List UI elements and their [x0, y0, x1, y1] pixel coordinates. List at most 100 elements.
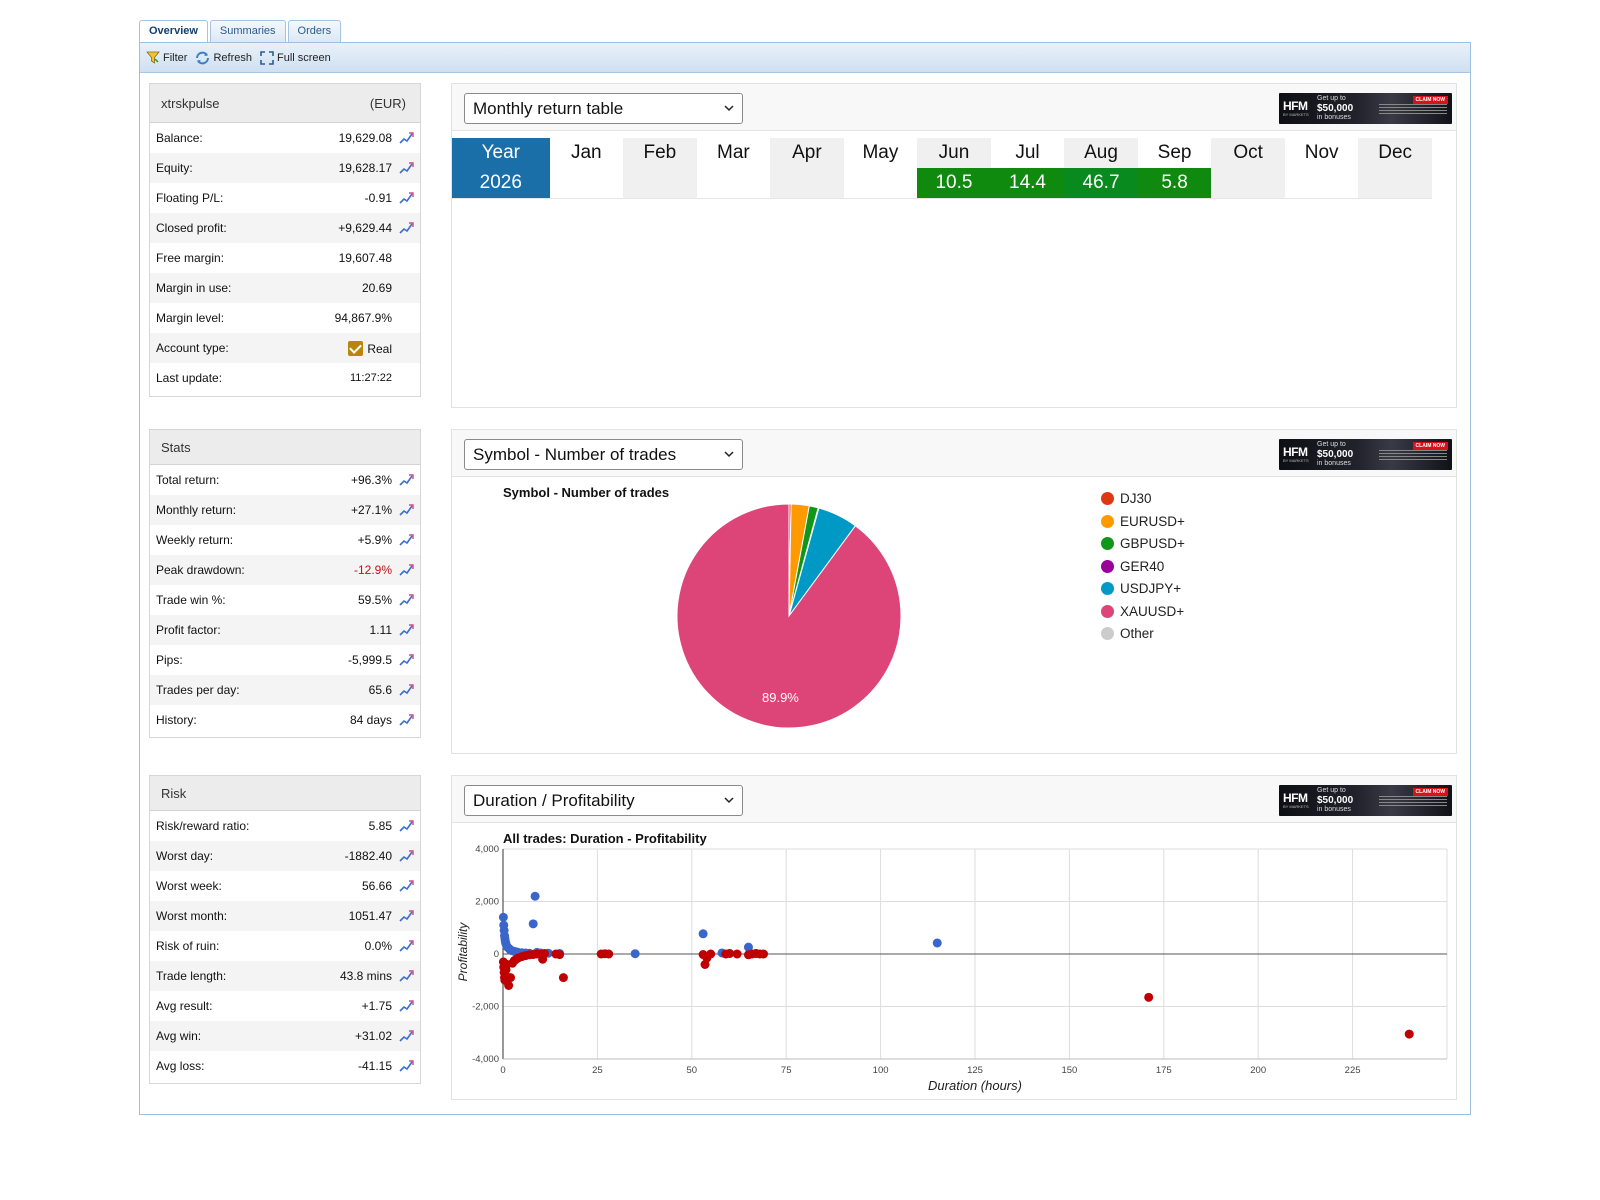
chart-link-icon — [399, 970, 414, 982]
chart-link-button[interactable] — [392, 713, 420, 727]
legend-item[interactable]: USDJPY+ — [1101, 581, 1181, 596]
monthly-view-select[interactable]: Monthly return table — [464, 93, 743, 124]
scatter-point[interactable] — [630, 949, 640, 959]
legend-label: Other — [1120, 626, 1154, 641]
scatter-point[interactable] — [528, 919, 538, 929]
legend-item[interactable]: XAUUSD+ — [1101, 604, 1184, 619]
fullscreen-button[interactable]: Full screen — [260, 50, 331, 65]
chart-link-button[interactable] — [392, 909, 420, 923]
chart-link-button[interactable] — [392, 879, 420, 893]
chart-link-button[interactable] — [392, 623, 420, 637]
stat-value: 19,629.08 — [338, 131, 392, 145]
scatter-point[interactable] — [504, 981, 514, 990]
tab-summaries[interactable]: Summaries — [209, 20, 286, 42]
month-return-cell — [1211, 168, 1285, 198]
chart-link-icon — [399, 910, 414, 922]
scatter-point[interactable] — [1404, 1029, 1414, 1039]
chart-link-button[interactable] — [392, 969, 420, 983]
scatter-point[interactable] — [530, 891, 540, 901]
pie-slice-xauusd[interactable] — [676, 503, 902, 729]
chart-link-button[interactable] — [392, 503, 420, 517]
chart-link-button[interactable] — [392, 473, 420, 487]
chart-link-button[interactable] — [392, 593, 420, 607]
month-return-cell — [697, 168, 771, 198]
scatter-point[interactable] — [540, 948, 550, 958]
stat-row: Balance: 19,629.08 — [150, 123, 420, 153]
chart-link-button[interactable] — [392, 1059, 420, 1073]
stat-row: Avg loss: -41.15 — [150, 1051, 420, 1081]
legend-item[interactable]: DJ30 — [1101, 491, 1152, 506]
month-header: Dec — [1358, 138, 1432, 168]
month-return-cell — [844, 168, 918, 198]
legend-item[interactable]: Other — [1101, 626, 1154, 641]
stat-row: Closed profit: +9,629.44 — [150, 213, 420, 243]
scatter-point[interactable] — [743, 942, 753, 952]
chart-link-button[interactable] — [392, 819, 420, 833]
chart-link-button[interactable] — [392, 191, 420, 205]
hfm-ad-banner[interactable]: HFM BY MARKETS Get up to $50,000 in bonus… — [1279, 785, 1452, 816]
chart-link-button[interactable] — [392, 683, 420, 697]
stat-label: Avg loss: — [156, 1059, 205, 1073]
symbol-view-select[interactable]: Symbol - Number of trades — [464, 439, 743, 470]
x-tick-label: 150 — [1061, 1065, 1077, 1076]
ad-claim-button[interactable]: CLAIM NOW — [1412, 788, 1448, 796]
chart-link-button[interactable] — [392, 849, 420, 863]
scatter-point[interactable] — [558, 973, 568, 983]
risk-panel: Risk Risk/reward ratio: 5.85 Worst day: -18… — [149, 775, 421, 1084]
legend-color-dot — [1101, 604, 1114, 618]
chart-link-button[interactable] — [392, 221, 420, 235]
scatter-point[interactable] — [932, 938, 942, 948]
legend-item[interactable]: GBPUSD+ — [1101, 536, 1185, 551]
chart-link-icon — [399, 504, 414, 516]
chart-link-button[interactable] — [392, 563, 420, 577]
month-return-cell — [770, 168, 844, 198]
ad-claim-button[interactable]: CLAIM NOW — [1412, 442, 1448, 450]
chart-link-button[interactable] — [392, 1029, 420, 1043]
chart-link-button[interactable] — [392, 939, 420, 953]
hfm-ad-banner[interactable]: HFM BY MARKETS Get up to $50,000 in bonus… — [1279, 93, 1452, 124]
account-name: xtrskpulse — [161, 95, 220, 111]
chart-link-button[interactable] — [392, 533, 420, 547]
symbol-widget-header: Symbol - Number of trades HFM BY MARKETS … — [452, 430, 1456, 477]
scatter-view-select[interactable]: Duration / Profitability — [464, 785, 743, 816]
scatter-point[interactable] — [759, 949, 769, 959]
tab-overview[interactable]: Overview — [139, 20, 208, 43]
stat-label: Risk of ruin: — [156, 939, 220, 953]
stat-label: Worst week: — [156, 879, 222, 893]
ad-claim-button[interactable]: CLAIM NOW — [1412, 96, 1448, 104]
tab-orders[interactable]: Orders — [287, 20, 342, 42]
y-tick-label: 2,000 — [475, 897, 499, 908]
stat-row: Trade length: 43.8 mins — [150, 961, 420, 991]
legend-item[interactable]: GER40 — [1101, 559, 1164, 574]
scatter-point[interactable] — [732, 949, 742, 959]
chart-link-button[interactable] — [392, 161, 420, 175]
ad-line2: $50,000 — [1317, 103, 1354, 114]
legend-item[interactable]: EURUSD+ — [1101, 514, 1185, 529]
monthly-return-table: Year Jan Feb Mar Apr May Jun Jul Aug Sep Oct Nov Dec… — [452, 138, 1432, 199]
chart-link-button[interactable] — [392, 999, 420, 1013]
stat-value: 84 days — [349, 713, 392, 727]
chart-link-icon — [399, 714, 414, 726]
scatter-point[interactable] — [498, 912, 508, 922]
legend-label: USDJPY+ — [1120, 581, 1182, 596]
chart-link-button[interactable] — [392, 131, 420, 145]
scatter-point[interactable] — [725, 948, 735, 958]
scatter-point[interactable] — [555, 950, 565, 960]
refresh-button[interactable]: Refresh — [195, 51, 252, 65]
chart-link-icon — [399, 1000, 414, 1012]
hfm-ad-banner[interactable]: HFM BY MARKETS Get up to $50,000 in bonus… — [1279, 439, 1452, 470]
scatter-point[interactable] — [506, 973, 516, 983]
stat-value: -1882.40 — [344, 849, 392, 863]
stat-value: +96.3% — [350, 473, 392, 487]
month-return-cell — [1358, 168, 1432, 198]
ad-line3: in bonuses — [1317, 460, 1351, 467]
month-return-cell: 14.4 — [990, 168, 1065, 198]
scatter-point[interactable] — [1144, 992, 1154, 1002]
chart-link-button[interactable] — [392, 653, 420, 667]
stat-label: Floating P/L: — [156, 191, 224, 205]
filter-button[interactable]: Filter — [146, 51, 187, 65]
scatter-point[interactable] — [604, 949, 614, 959]
stat-value: 5.85 — [368, 819, 392, 833]
scatter-point[interactable] — [698, 929, 708, 939]
scatter-point[interactable] — [706, 949, 716, 959]
